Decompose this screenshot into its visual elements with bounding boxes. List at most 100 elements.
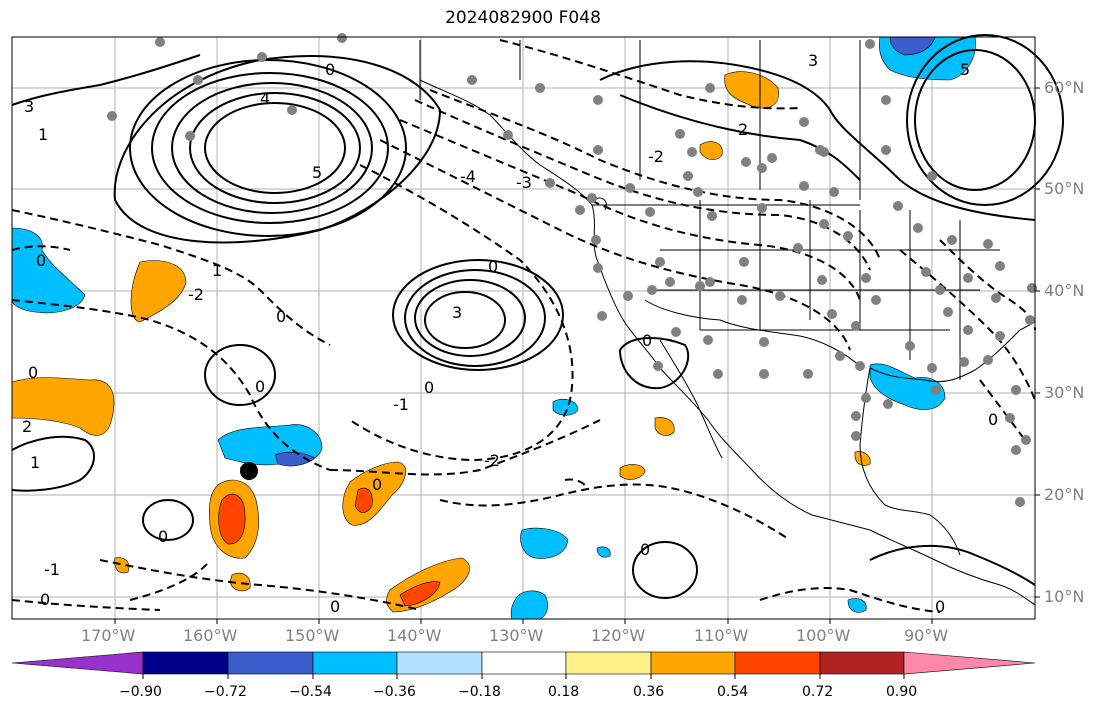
- contour-label: 0: [372, 475, 382, 494]
- contour-label: 0: [988, 410, 998, 429]
- contour-label: -4: [460, 167, 476, 186]
- contours: [11, 34, 1064, 599]
- fill-pos-west: [11, 377, 115, 436]
- lon-label: 130°W: [489, 626, 544, 645]
- colorbar-tick-label: −0.54: [289, 684, 332, 700]
- colorbar-swatch-5: [481, 651, 567, 675]
- station-dots: [107, 33, 1037, 507]
- map-title: 2024082900 F048: [445, 8, 601, 28]
- contour-label: 0: [935, 597, 945, 616]
- contour-label: 3: [24, 97, 34, 116]
- fill-neg-ne-core: [889, 36, 936, 56]
- lat-label: 40°N: [1044, 281, 1085, 300]
- fill-pos-canada: [724, 71, 779, 109]
- lon-label: 90°W: [904, 626, 949, 645]
- colorbar-swatch-1: [142, 651, 229, 675]
- colorbar-tick-label: −0.36: [373, 684, 416, 700]
- anomaly-fills: [11, 36, 976, 620]
- fill-pos-south-core: [399, 581, 441, 607]
- contour-label: 5: [312, 163, 322, 182]
- coastlines: [239, 40, 1036, 606]
- colorbar-swatch-7: [650, 651, 736, 675]
- lon-label: 100°W: [796, 626, 851, 645]
- contour-label: 4: [260, 89, 270, 108]
- contour-label: 0: [158, 527, 168, 546]
- lon-label: 150°W: [285, 626, 340, 645]
- fill-neg-hawaii-core: [274, 451, 316, 467]
- contour-label: 2: [22, 417, 32, 436]
- contour-label: -2: [648, 147, 664, 166]
- colorbar-tick-label: 0.18: [548, 684, 580, 700]
- colorbar-tick-label: −0.90: [119, 684, 162, 700]
- colorbar-tick-label: 0.72: [802, 684, 834, 700]
- fill-pos-west2: [130, 260, 187, 323]
- contour-label: 0: [325, 60, 335, 79]
- lon-label: 120°W: [591, 626, 646, 645]
- lon-label: 170°W: [81, 626, 136, 645]
- contour-label: -3: [516, 173, 532, 192]
- contour-label: -1: [393, 395, 409, 414]
- contour-label: 0: [28, 363, 38, 382]
- contour-label: 0: [255, 377, 265, 396]
- fill-pos-mid-core: [354, 487, 373, 513]
- lat-label: 50°N: [1044, 179, 1085, 198]
- contour-label: -2: [484, 451, 500, 470]
- contour-label: 5: [960, 60, 970, 79]
- contour-label: -1: [44, 560, 60, 579]
- lat-label: 20°N: [1044, 485, 1085, 504]
- contour-label: 0: [36, 251, 46, 270]
- axis-ticks: [114, 87, 1040, 624]
- contour-label: 0: [330, 597, 340, 616]
- contour-label: 1: [38, 125, 48, 144]
- colorbar-swatch-2: [227, 651, 314, 675]
- contour-label: 0: [640, 540, 650, 559]
- colorbar: [11, 651, 1036, 679]
- contour-labels: 0 -4 -3 -2 0 0 3 0 -1 -2 0 0 0 -1 1 0 0 …: [22, 51, 998, 616]
- contour-label: 1: [30, 453, 40, 472]
- contour-label: 3: [452, 303, 462, 322]
- lat-label: 60°N: [1044, 78, 1085, 97]
- fill-neg-small1: [552, 398, 579, 416]
- contour-label: 0: [488, 257, 498, 276]
- colorbar-swatch-8: [734, 651, 821, 675]
- fill-pos-hawaii-core: [218, 493, 246, 545]
- fill-neg-south2: [510, 590, 549, 620]
- fill-pos-bc: [699, 141, 723, 160]
- colorbar-swatch-0: [11, 651, 144, 675]
- colorbar-swatch-9: [819, 651, 905, 675]
- grid: [12, 37, 1035, 619]
- fill-pos-small5: [854, 451, 871, 466]
- fill-pos-small2: [654, 417, 675, 436]
- fill-neg-west: [11, 227, 86, 314]
- contour-label: 3: [808, 51, 818, 70]
- colorbar-swatch-4: [396, 651, 483, 675]
- contour-label: -2: [188, 285, 204, 304]
- contour-label: 2: [738, 120, 748, 139]
- colorbar-tick-label: 0.90: [886, 684, 918, 700]
- lon-label: 160°W: [183, 626, 238, 645]
- colorbar-swatch-6: [565, 651, 652, 675]
- colorbar-tick-label: −0.72: [204, 684, 247, 700]
- fill-pos-small4: [114, 557, 130, 574]
- contour-label: 0: [642, 331, 652, 350]
- fill-pos-small3: [229, 572, 251, 592]
- colorbar-tick-label: −0.18: [458, 684, 501, 700]
- center-marker: [240, 462, 258, 480]
- colorbar-swatch-3: [312, 651, 398, 675]
- contour-label: 0: [40, 590, 50, 609]
- contour-label: 0: [276, 307, 286, 326]
- lat-label: 10°N: [1044, 587, 1085, 606]
- lon-label: 110°W: [694, 626, 749, 645]
- fill-neg-small3: [596, 546, 611, 558]
- fill-neg-small2: [847, 598, 867, 613]
- fill-pos-small1: [619, 464, 646, 480]
- lon-label: 140°W: [387, 626, 442, 645]
- fill-neg-south: [520, 527, 569, 559]
- colorbar-swatch-10: [903, 651, 1036, 675]
- lat-label: 30°N: [1044, 383, 1085, 402]
- colorbar-tick-label: 0.54: [717, 684, 749, 700]
- contour-label: 1: [212, 261, 222, 280]
- colorbar-tick-label: 0.36: [633, 684, 665, 700]
- contour-label: 0: [424, 378, 434, 397]
